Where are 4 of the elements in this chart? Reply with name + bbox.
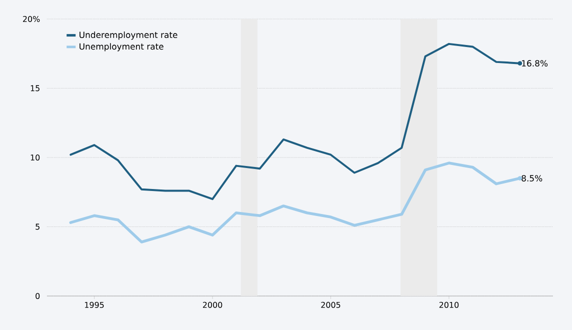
legend-label: Underemployment rate <box>80 31 178 40</box>
data-label: 8.5% <box>522 175 542 182</box>
data-label: 16.8% <box>522 60 548 67</box>
legend-label: Unemployment rate <box>80 43 164 52</box>
